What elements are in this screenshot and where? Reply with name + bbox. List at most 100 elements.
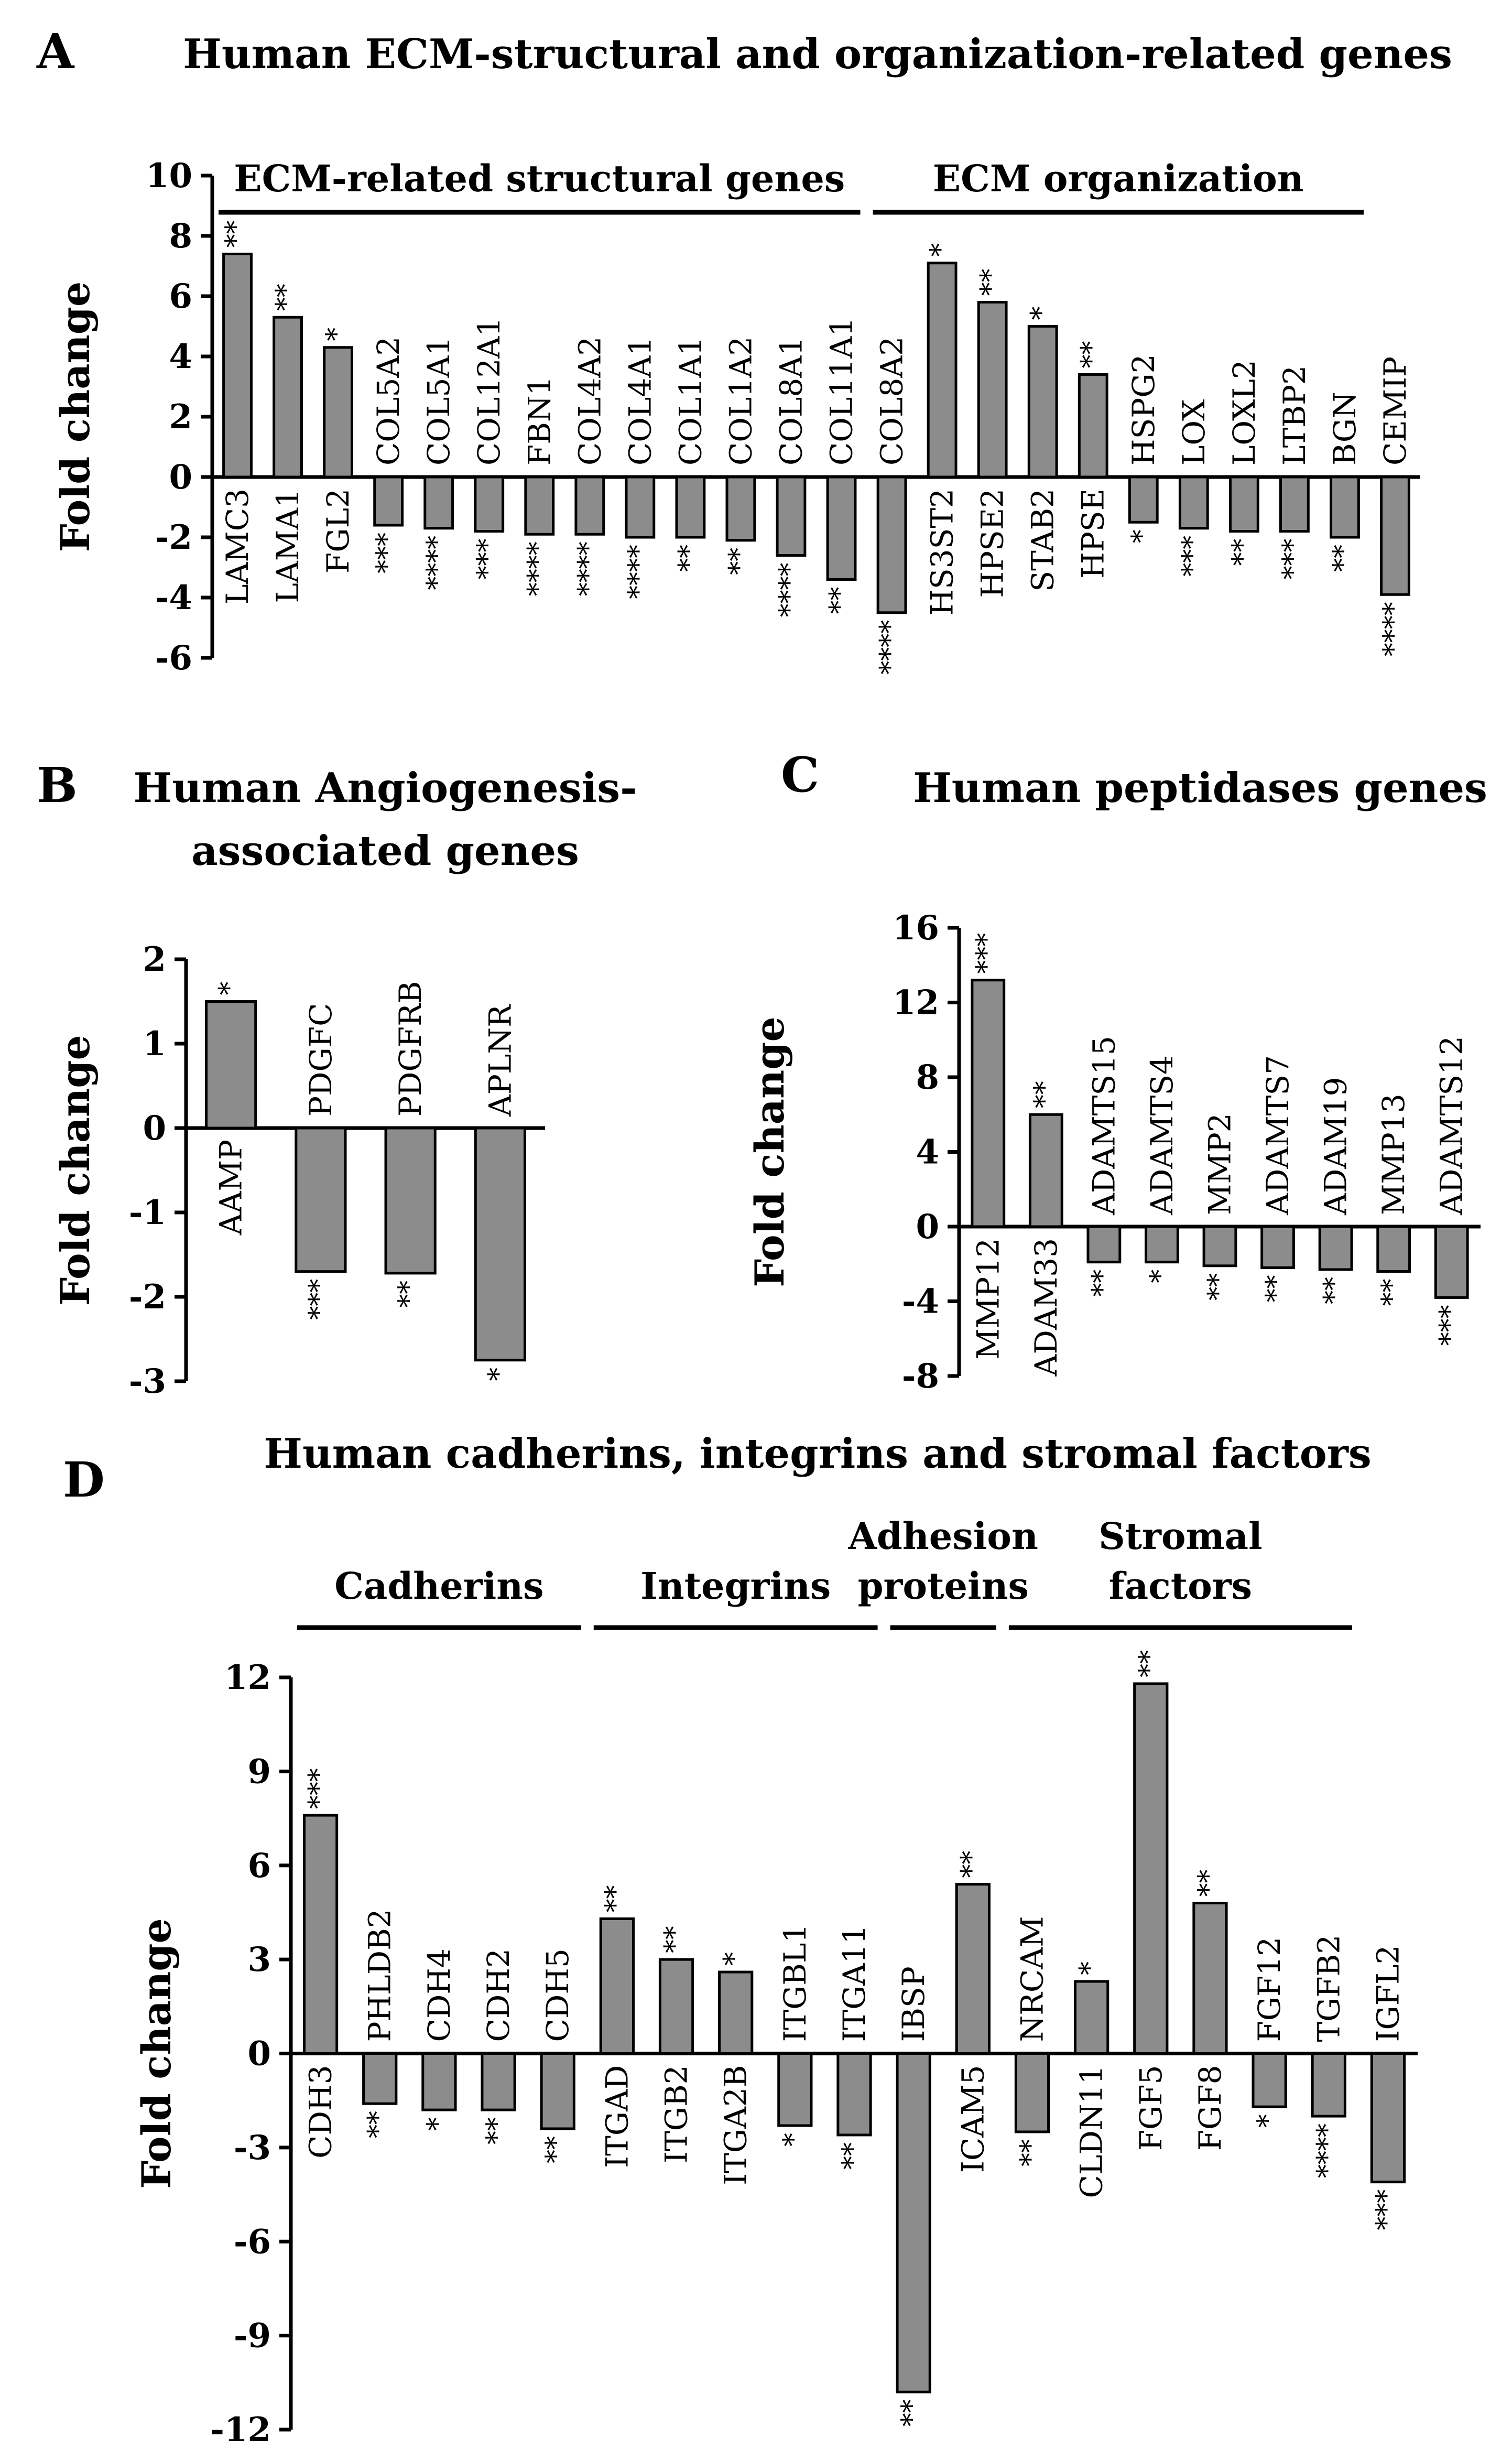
category-label: LOXL2 (1226, 360, 1262, 465)
bar-fgf8 (1192, 1902, 1228, 2055)
category-label: ICAM5 (955, 2065, 991, 2173)
y-tick-label: 3 (247, 1940, 271, 1979)
bar-col8a1 (776, 475, 807, 557)
category-label: ITGA2B (718, 2065, 754, 2185)
bar-nrcam (1014, 2052, 1050, 2133)
y-tick-label: -9 (234, 2316, 271, 2356)
bar-cldn11 (1074, 1980, 1109, 2055)
significance-label: *** (303, 1279, 335, 1320)
bar-col5a1 (423, 475, 454, 530)
category-label: CDH2 (481, 1948, 516, 2042)
category-label: CLDN11 (1074, 2065, 1109, 2198)
panel-title-b: Human Angiogenesis- (133, 764, 637, 812)
bar-loxl2 (1228, 475, 1259, 533)
category-label: LTBP2 (1277, 365, 1312, 465)
bar-phldb2 (362, 2052, 398, 2105)
bar-fgf5 (1133, 1682, 1169, 2055)
y-tick-label: 1 (143, 1024, 166, 1064)
category-label: LOX (1176, 399, 1212, 465)
category-label: MMP12 (970, 1238, 1006, 1360)
significance-label: ** (540, 2136, 572, 2163)
significance-label: ** (1376, 1279, 1408, 1306)
y-tick-label: 6 (169, 277, 192, 316)
bar-mmp12 (971, 979, 1006, 1228)
significance-label: *** (371, 533, 403, 573)
y-tick-label: 0 (247, 2034, 271, 2074)
category-label: ADAM33 (1028, 1238, 1064, 1377)
significance-label: **** (875, 620, 906, 675)
bar-adamts12 (1434, 1225, 1469, 1299)
y-tick-label: 0 (169, 458, 192, 497)
category-label: COL12A1 (471, 317, 507, 465)
category-label: MMP13 (1376, 1093, 1411, 1215)
y-tick-label: 4 (169, 337, 192, 376)
significance-label: ** (600, 1885, 631, 1912)
category-label: COL8A1 (773, 337, 809, 465)
bar-col8a2 (876, 475, 907, 614)
bar-ibsp (896, 2052, 931, 2393)
y-tick-label: -2 (155, 518, 192, 557)
significance-label: ** (1328, 545, 1359, 572)
panel-title-c: Human peptidases genes (913, 764, 1487, 812)
category-label: COL1A1 (672, 337, 708, 465)
significance-label: ** (1134, 1650, 1165, 1677)
category-label: ADAMTS12 (1434, 1036, 1470, 1216)
bar-cdh2 (481, 2052, 516, 2111)
group-label: Adhesion (848, 1514, 1038, 1558)
category-label: ADAMTS4 (1144, 1055, 1180, 1216)
bar-itga2b (718, 1970, 754, 2055)
significance-label: ** (824, 587, 856, 614)
significance-label: ** (393, 1281, 425, 1308)
significance-label: ** (955, 1851, 987, 1878)
y-tick-label: 16 (893, 908, 939, 948)
y-tick-label: 4 (916, 1133, 939, 1172)
significance-label: * (422, 2117, 453, 2131)
category-label: HSPG2 (1126, 354, 1161, 465)
category-label: HPSE2 (975, 489, 1010, 598)
significance-label: ** (659, 1926, 691, 1953)
bar-mmp13 (1376, 1225, 1411, 1273)
significance-label: *** (1434, 1305, 1466, 1346)
significance-label: * (925, 243, 956, 257)
panel-a: A Human ECM-structural and organization-r… (36, 23, 1452, 678)
y-tick-label: -4 (902, 1282, 939, 1321)
bar-adam33 (1028, 1113, 1063, 1228)
category-label: COL11A1 (824, 317, 860, 465)
significance-label: ** (1260, 1275, 1292, 1302)
category-label: STAB2 (1025, 489, 1061, 592)
y-tick-label: 12 (224, 1658, 271, 1697)
bar-col11a1 (826, 475, 857, 581)
bar-col4a2 (574, 475, 605, 536)
bar-hpse2 (977, 301, 1008, 479)
significance-label: **** (623, 545, 654, 599)
category-label: FBN1 (521, 376, 557, 465)
category-label: COL8A2 (874, 337, 910, 465)
significance-label: **** (421, 536, 453, 590)
significance-label: **** (572, 541, 604, 596)
bar-col1a1 (675, 475, 706, 539)
category-label: ITGB2 (659, 2065, 694, 2163)
y-tick-label: 2 (169, 397, 192, 437)
y-tick-label: -3 (234, 2128, 271, 2168)
category-label: COL1A2 (723, 337, 758, 465)
significance-label: *** (303, 1768, 335, 1809)
category-label: BGN (1327, 392, 1363, 465)
group-label: Stromal (1098, 1514, 1262, 1558)
bar-itga11 (836, 2052, 872, 2137)
bar-cdh5 (540, 2052, 575, 2130)
category-label: COL4A1 (622, 337, 658, 465)
y-axis-title: Fold change (52, 281, 99, 552)
significance-label: ** (1203, 1273, 1234, 1301)
category-label: LAMC3 (220, 489, 255, 604)
y-axis-title: Fold change (52, 1035, 99, 1306)
bar-itgbl1 (777, 2052, 813, 2127)
bar-col12a1 (474, 475, 505, 533)
category-label: PHLDB2 (362, 1909, 398, 2042)
y-tick-label: -2 (129, 1277, 166, 1317)
bar-hspg2 (1128, 475, 1159, 524)
bar-icam5 (955, 1883, 991, 2055)
group-label: Integrins (640, 1564, 831, 1608)
y-tick-label: -8 (902, 1357, 939, 1396)
significance-label: *** (1277, 539, 1309, 580)
y-tick-label: 8 (169, 216, 192, 256)
